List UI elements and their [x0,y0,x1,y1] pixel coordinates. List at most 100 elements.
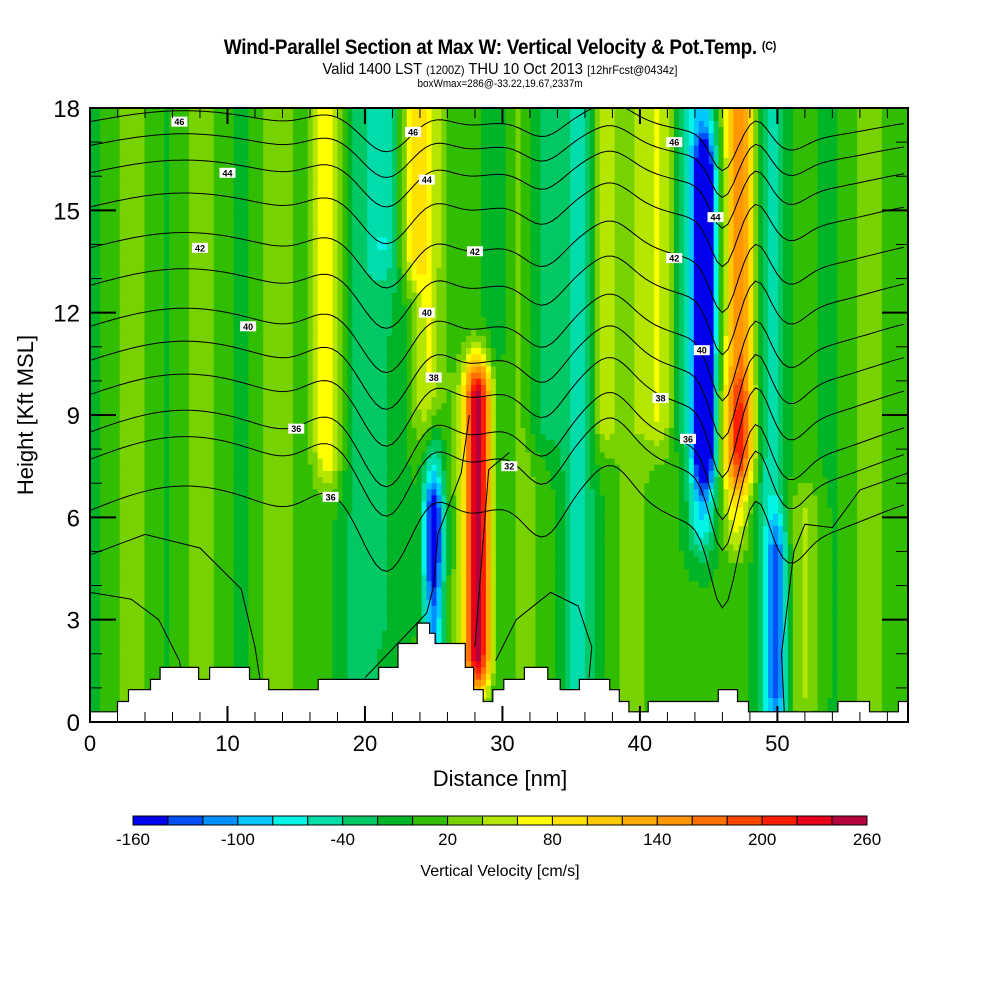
field-cell [119,396,146,404]
field-cell [411,476,418,484]
field-cell [777,629,784,637]
field-cell [312,261,319,269]
field-cell [248,384,264,392]
field-cell [857,341,883,349]
field-cell [584,494,596,502]
field-cell [476,482,482,490]
field-cell [763,660,769,668]
field-cell [832,580,838,588]
field-cell [733,255,744,263]
field-cell [599,402,616,410]
field-cell [233,415,249,422]
field-cell [718,519,725,527]
field-cell [515,457,532,465]
field-cell [347,574,388,582]
field-cell [480,654,487,662]
field-cell [99,599,121,606]
field-cell [570,347,586,355]
field-cell [708,507,715,514]
field-cell [292,445,309,453]
field-cell [164,531,170,539]
field-cell [520,347,532,355]
field-cell [426,353,433,361]
field-cell [634,329,655,336]
field-cell [480,408,487,416]
field-cell [485,378,492,385]
field-cell [525,433,537,441]
field-cell [471,433,477,441]
field-cell [471,642,477,649]
field-cell [471,494,477,502]
field-cell [555,666,566,674]
field-cell [451,629,457,637]
field-cell [490,329,507,336]
field-cell [292,525,334,533]
field-cell [480,261,507,269]
field-cell [584,427,591,435]
field-cell [169,298,190,306]
field-cell [683,322,690,330]
field-cell [233,451,249,459]
field-cell [485,396,492,404]
field-cell [99,660,121,668]
field-cell [515,439,527,447]
field-cell [669,249,675,256]
field-cell [505,279,517,287]
field-cell [396,255,403,263]
field-cell [263,605,294,613]
field-cell [683,476,690,484]
field-cell [476,378,482,385]
field-cell [837,433,858,441]
field-cell [718,470,725,477]
field-cell [396,261,403,269]
field-cell [540,390,571,398]
field-cell [688,457,695,465]
field-cell [456,353,467,361]
field-cell [332,372,339,379]
field-cell [411,408,423,416]
field-cell [431,255,442,263]
field-cell [659,279,670,287]
field-cell [480,605,487,613]
field-cell [342,482,353,490]
field-cell [881,341,908,349]
field-cell [837,451,858,459]
field-cell [406,408,413,416]
field-cell [525,427,532,435]
field-cell [772,654,779,662]
field-cell [347,599,388,606]
field-cell [352,445,388,453]
field-cell [723,335,730,342]
field-cell [604,599,621,606]
field-cell [490,427,497,435]
field-cell [857,525,883,533]
field-cell [743,464,749,471]
field-cell [584,513,596,520]
field-cell [782,322,794,330]
field-cell [441,537,447,545]
field-cell [713,347,720,355]
field-cell [768,679,774,686]
field-cell [99,273,121,281]
field-cell [169,507,190,514]
field-cell [169,562,190,570]
field-cell [772,513,779,520]
field-cell [431,316,438,324]
field-cell [698,580,710,588]
field-cell [644,433,665,441]
field-cell [99,586,121,594]
field-cell [565,482,571,490]
field-cell [713,384,720,392]
field-cell [604,451,670,459]
field-cell [431,586,438,594]
field-cell [777,310,784,318]
field-cell [233,562,249,570]
field-cell [792,310,819,318]
field-cell [312,372,319,379]
field-cell [515,261,522,269]
field-cell [490,629,497,637]
field-cell [164,457,170,465]
field-cell [99,629,121,637]
field-cell [337,322,344,330]
field-cell [530,378,541,385]
